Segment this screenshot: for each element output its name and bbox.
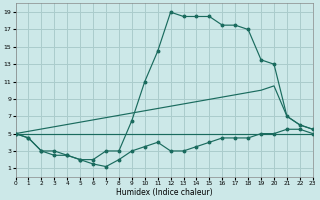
- X-axis label: Humidex (Indice chaleur): Humidex (Indice chaleur): [116, 188, 212, 197]
